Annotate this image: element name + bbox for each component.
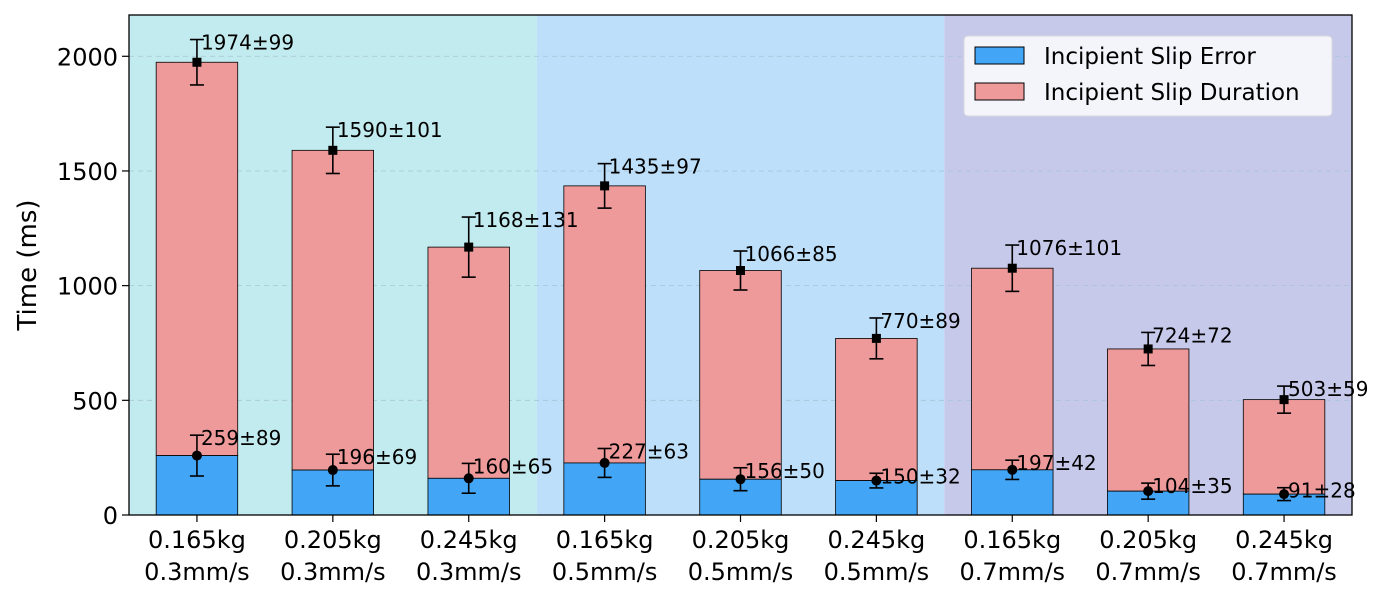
marker-duration-7 [1143, 344, 1153, 354]
legend: Incipient Slip Error Incipient Slip Dura… [963, 35, 1333, 117]
x-tick-label-2-line1: 0.245kg [420, 526, 518, 554]
data-label-error-0: 259±89 [201, 426, 281, 450]
marker-duration-3 [600, 181, 610, 191]
x-tick-label-3-line1: 0.165kg [556, 526, 654, 554]
data-label-error-6: 197±42 [1016, 451, 1096, 475]
marker-duration-8 [1279, 395, 1289, 405]
marker-duration-6 [1007, 263, 1017, 273]
x-tick-label-4-line2: 0.5mm/s [688, 558, 794, 586]
x-tick-label-0-line1: 0.165kg [148, 526, 246, 554]
marker-duration-4 [736, 266, 745, 276]
data-label-duration-5: 770±89 [880, 309, 960, 333]
data-label-error-1: 196±69 [337, 445, 417, 469]
y-tick-label-4: 2000 [57, 43, 118, 71]
bar-duration-4 [699, 270, 782, 480]
x-tick-label-5-line1: 0.245kg [827, 526, 925, 554]
bar-duration-2 [427, 246, 510, 479]
data-label-error-4: 156±50 [745, 459, 825, 483]
x-tick-label-2-line2: 0.3mm/s [416, 558, 522, 586]
marker-error-3 [599, 457, 610, 468]
marker-error-0 [191, 450, 202, 461]
marker-duration-1 [328, 145, 338, 155]
marker-error-7 [1143, 486, 1154, 497]
bar-duration-3 [563, 185, 646, 464]
x-tick-label-0-line2: 0.3mm/s [144, 558, 250, 586]
y-axis-title: Time (ms) [13, 199, 43, 331]
legend-label-duration: Incipient Slip Duration [1044, 80, 1300, 106]
axes: 0 500 1000 1500 2000 0.165kg 0.3mm/s 0.205kg 0.3… [57, 43, 1337, 586]
data-label-duration-4: 1066±85 [745, 242, 838, 266]
x-tick-label-6-line2: 0.7mm/s [960, 558, 1066, 586]
bar-duration-5 [835, 337, 918, 481]
marker-error-8 [1279, 489, 1290, 500]
marker-duration-0 [192, 57, 202, 67]
bar-duration-8 [1242, 399, 1326, 495]
y-tick-label-3: 1500 [57, 158, 118, 186]
x-tick-label-5-line2: 0.5mm/s [824, 558, 930, 586]
data-label-duration-1: 1590±101 [337, 118, 443, 142]
data-label-duration-2: 1168±131 [473, 208, 579, 232]
x-tick-label-8-line2: 0.7mm/s [1231, 558, 1337, 586]
data-label-error-3: 227±63 [609, 439, 689, 463]
data-label-error-2: 160±65 [473, 454, 553, 478]
marker-duration-5 [871, 333, 881, 343]
bar-duration-0 [155, 61, 239, 456]
data-label-error-7: 104±35 [1152, 474, 1232, 498]
error-bars [189, 38, 1292, 502]
marker-error-4 [735, 474, 746, 485]
y-tick-label-1: 500 [72, 387, 118, 415]
x-tick-label-1-line1: 0.205kg [284, 526, 382, 554]
data-labels: 259±89 196±69 160±65 227±63 156±50 150±32 197±… [201, 31, 1369, 503]
legend-box [963, 35, 1333, 117]
bar-duration-6 [971, 267, 1054, 471]
legend-swatch-error [974, 46, 1025, 65]
x-tick-label-8-line1: 0.245kg [1235, 526, 1333, 554]
bar-duration-1 [291, 149, 375, 471]
legend-label-error: Incipient Slip Error [1044, 44, 1256, 70]
marker-duration-2 [464, 242, 474, 252]
y-tick-label-0: 0 [103, 502, 118, 530]
data-label-error-8: 91±28 [1288, 479, 1356, 503]
bar-duration-7 [1107, 348, 1190, 492]
legend-swatch-duration [974, 82, 1025, 101]
data-label-error-5: 150±32 [880, 464, 960, 488]
marker-error-5 [871, 475, 882, 486]
y-tick-label-2: 1000 [57, 273, 118, 301]
x-tick-label-4-line1: 0.205kg [692, 526, 790, 554]
x-tick-label-3-line2: 0.5mm/s [552, 558, 658, 586]
data-label-duration-3: 1435±97 [609, 155, 702, 179]
data-label-duration-8: 503±59 [1288, 377, 1368, 401]
data-label-duration-7: 724±72 [1152, 323, 1232, 347]
marker-error-1 [327, 465, 338, 476]
x-tick-label-7-line1: 0.205kg [1099, 526, 1197, 554]
marker-error-6 [1007, 464, 1018, 475]
data-label-duration-6: 1076±101 [1016, 236, 1122, 260]
x-tick-label-7-line2: 0.7mm/s [1095, 558, 1201, 586]
x-tick-label-1-line2: 0.3mm/s [280, 558, 386, 586]
x-tick-label-6-line1: 0.165kg [963, 526, 1061, 554]
marker-error-2 [463, 473, 474, 484]
data-label-duration-0: 1974±99 [201, 31, 294, 55]
